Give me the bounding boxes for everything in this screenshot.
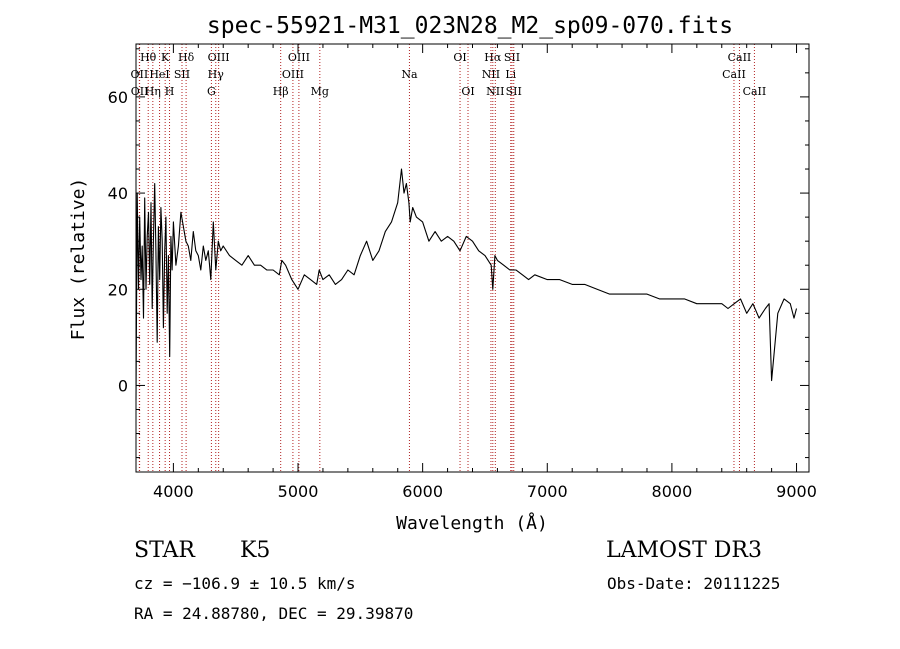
x-axis-label: Wavelength (Å) [396, 512, 548, 534]
spectral-line-label-12: OIII [288, 51, 310, 64]
y-tick-label: 60 [108, 88, 128, 107]
x-tick-label: 8000 [652, 482, 693, 501]
spectral-line-label-13: OIII [282, 68, 304, 81]
spectral-line-label-6: Hδ [178, 51, 195, 64]
spectral-line-label-20: NII [482, 68, 500, 81]
spectral-line-label-0: Hθ [140, 51, 157, 64]
spectral-line-label-18: OI [461, 85, 474, 98]
spectral-line-label-7: SII [174, 68, 190, 81]
axes: 4000 5000 6000 7000 8000 9000 0 20 40 60 [108, 44, 817, 501]
spectral-line-label-11: G [207, 85, 216, 98]
redshift-cz: cz = −106.9 ± 10.5 km/s [134, 574, 356, 593]
spectral-line-label-24: SII [506, 85, 522, 98]
y-tick-label: 0 [118, 376, 128, 395]
x-tick-label: 7000 [527, 482, 568, 501]
object-class: STAR [134, 538, 195, 563]
spectral-line-label-3: K [161, 51, 170, 64]
spectral-line-label-5: Hη [145, 85, 161, 98]
y-tick-label: 20 [108, 280, 128, 299]
spectral-line-label-21: NII [486, 85, 504, 98]
spectral-line-label-17: OI [453, 51, 466, 64]
spectral-line-label-19: Hα [484, 51, 502, 64]
spectrum-series [135, 168, 798, 400]
plot-frame [135, 43, 810, 473]
spectral-line-label-25: CaII [728, 51, 752, 64]
chart-title: spec-55921-M31_023N28_M2_sp09-070.fits [207, 13, 733, 39]
spectral-line-label-15: Mg [311, 85, 329, 98]
y-tick-label: 40 [108, 184, 128, 203]
x-tick-label: 5000 [278, 482, 319, 501]
spectral-line-label-2: OII [131, 85, 149, 98]
spectral-line-label-8: H [165, 85, 175, 98]
spectral-line-label-22: SII [504, 51, 520, 64]
y-axis-label: Flux (relative) [68, 178, 89, 341]
spectral-line-label-23: Li [505, 68, 516, 81]
x-tick-label: 6000 [402, 482, 443, 501]
observation-date: Obs-Date: 20111225 [607, 574, 781, 593]
survey-name: LAMOST DR3 [606, 538, 762, 563]
x-tick-label: 9000 [776, 482, 817, 501]
spectral-line-label-9: OIII [208, 51, 230, 64]
spectral-line-label-27: CaII [743, 85, 767, 98]
spectral-line-label-26: CaII [722, 68, 746, 81]
spectral-line-label-14: Hβ [273, 85, 289, 98]
spectrum-line [135, 168, 798, 400]
x-tick-label: 4000 [153, 482, 194, 501]
spectral-line-label-10: Hγ [208, 68, 225, 81]
coordinates: RA = 24.88780, DEC = 29.39870 [134, 604, 414, 623]
spectral-line-label-16: Na [401, 68, 418, 81]
object-subclass: K5 [240, 538, 271, 563]
spectral-line-label-4: HeI [149, 68, 169, 81]
